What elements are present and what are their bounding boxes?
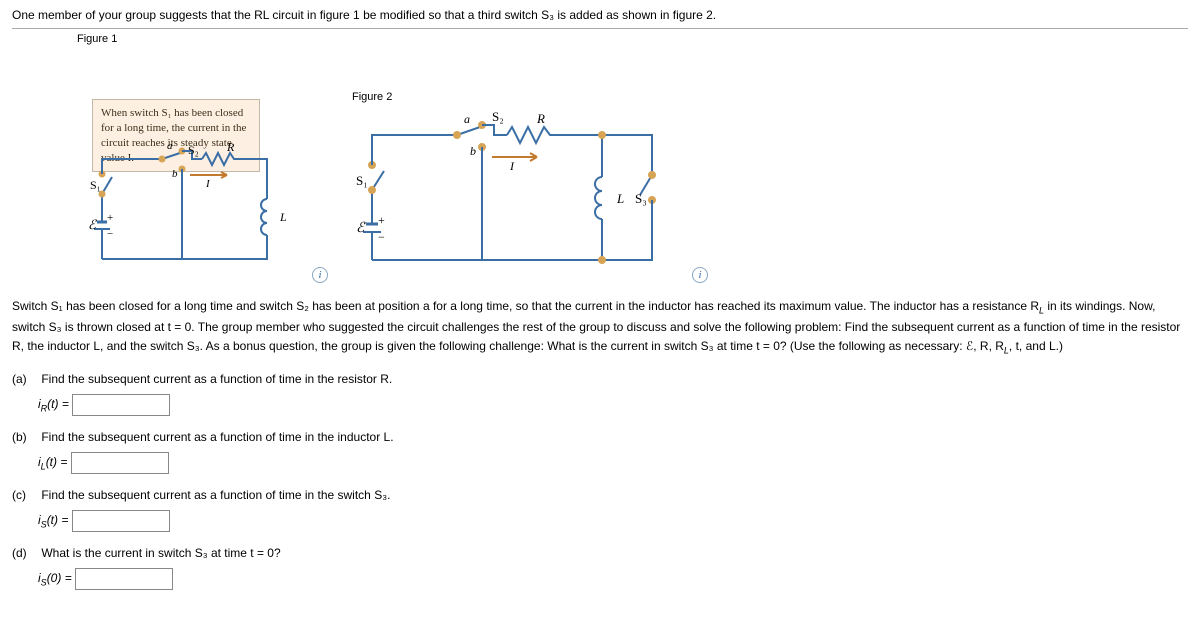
part-b-symbol: iL(t) = xyxy=(38,455,67,469)
fig2-s1-label: S₁ xyxy=(356,173,368,188)
fig2-minus: − xyxy=(378,230,385,244)
fig1-i-label: I xyxy=(205,178,211,190)
fig2-s3-label: S₃ xyxy=(635,191,647,206)
fig1-b-label: b xyxy=(172,168,178,180)
fig1-eps-label: ℰ xyxy=(88,217,97,232)
main-line1a: Switch S₁ has been closed for a long tim… xyxy=(12,299,1039,313)
part-a: (a) Find the subsequent current as a fun… xyxy=(12,372,1188,416)
fig2-i-label: I xyxy=(509,159,515,173)
fig2-eps-label: ℰ xyxy=(356,221,366,236)
fig1-s2-label: S₂ xyxy=(188,143,199,157)
fig2-b-label: b xyxy=(470,144,476,158)
fig2-s2-label: S₂ xyxy=(492,109,504,124)
problem-text: Switch S₁ has been closed for a long tim… xyxy=(12,297,1188,358)
divider xyxy=(12,28,1188,29)
info-icon[interactable]: i xyxy=(312,267,328,283)
figures-container: When switch S₁ has been closed for a lon… xyxy=(12,49,1188,279)
fig2-r-label: R xyxy=(536,111,545,126)
part-d: (d) What is the current in switch S₃ at … xyxy=(12,546,1188,590)
figure2-label: Figure 2 xyxy=(352,91,392,103)
part-b: (b) Find the subsequent current as a fun… xyxy=(12,430,1188,474)
fig2-l-label: L xyxy=(616,191,624,206)
part-b-label: (b) xyxy=(12,430,38,444)
part-c-symbol: iS(t) = xyxy=(38,513,68,527)
part-a-input[interactable] xyxy=(72,394,170,416)
fig1-l-label: L xyxy=(279,210,287,224)
figure1: S₁ a S₂ R b I L ℰ + − xyxy=(82,129,302,282)
fig1-minus: − xyxy=(107,228,113,240)
figure2: S₁ a S₂ R b I L S₃ ℰ + − xyxy=(342,105,682,283)
part-d-text: What is the current in switch S₃ at time… xyxy=(41,546,280,560)
part-c-input[interactable] xyxy=(72,510,170,532)
info-icon-2[interactable]: i xyxy=(692,267,708,283)
intro-text: One member of your group suggests that t… xyxy=(12,8,1188,22)
part-c-label: (c) xyxy=(12,488,38,502)
fig2-plus: + xyxy=(378,213,385,227)
part-b-input[interactable] xyxy=(71,452,169,474)
fig2-a-label: a xyxy=(464,112,470,126)
main-line3a: group is given the following challenge: … xyxy=(341,339,1004,353)
figure1-label: Figure 1 xyxy=(77,33,1188,45)
part-c-text: Find the subsequent current as a functio… xyxy=(41,488,390,502)
part-d-symbol: iS(0) = xyxy=(38,571,72,585)
part-a-label: (a) xyxy=(12,372,38,386)
part-b-text: Find the subsequent current as a functio… xyxy=(41,430,393,444)
main-line3b: , t, and L.) xyxy=(1009,339,1063,353)
part-a-text: Find the subsequent current as a functio… xyxy=(41,372,392,386)
fig1-a-label: a xyxy=(167,140,173,152)
fig1-r-label: R xyxy=(226,140,235,154)
part-d-input[interactable] xyxy=(75,568,173,590)
part-a-symbol: iR(t) = xyxy=(38,397,69,411)
fig1-s1-label: S₁ xyxy=(90,178,101,192)
part-c: (c) Find the subsequent current as a fun… xyxy=(12,488,1188,532)
part-d-label: (d) xyxy=(12,546,38,560)
fig1-plus: + xyxy=(107,212,113,224)
